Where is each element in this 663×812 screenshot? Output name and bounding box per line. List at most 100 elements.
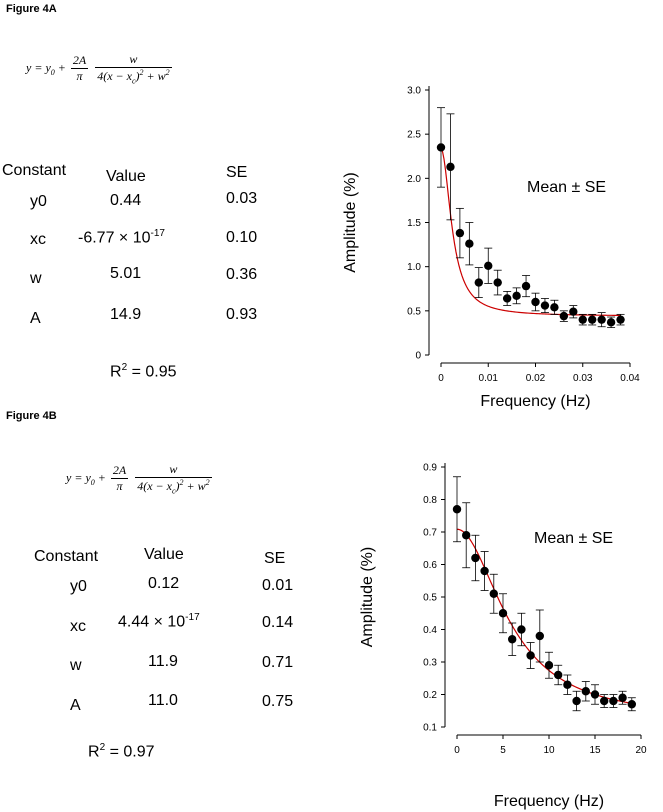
fit-curve: [456, 528, 632, 705]
data-point: [540, 301, 550, 310]
x-tick-label: 5: [500, 745, 506, 756]
table-cell-se: 0.36: [226, 266, 258, 283]
x-tick-label: 15: [589, 745, 601, 756]
data-point: [597, 315, 606, 324]
table-cell-se: 0.71: [262, 654, 294, 671]
x-tick-label: 0.01: [479, 373, 499, 384]
table-cell-constant: A: [70, 697, 81, 714]
data-point: [559, 311, 569, 321]
y-tick-label: 0.5: [423, 593, 437, 604]
data-point: [465, 239, 474, 248]
table-header-constant: Constant: [2, 162, 67, 179]
x-tick-label: 0.02: [526, 373, 546, 384]
table-header-value: Value: [106, 168, 146, 185]
data-point: [588, 315, 597, 324]
y-tick-label: 0.6: [423, 560, 437, 571]
data-point: [554, 670, 563, 680]
data-point: [480, 566, 489, 576]
x-tick-label: 0.03: [573, 373, 593, 384]
data-point: [550, 303, 559, 312]
table-cell-se: 0.10: [226, 229, 258, 246]
data-point: [572, 696, 581, 706]
x-tick-label: 10: [543, 745, 555, 756]
data-point: [521, 281, 531, 291]
data-point: [616, 315, 625, 324]
figure-4a-label: Figure 4A: [6, 3, 57, 15]
legend-annotation: Mean ± SE: [534, 530, 613, 547]
r-squared-b: R2 = 0.97: [88, 742, 155, 761]
data-point: [484, 261, 493, 270]
y-tick-label: 0.8: [423, 495, 437, 506]
x-tick-label: 0: [454, 745, 460, 756]
table-cell-constant: w: [30, 270, 42, 287]
data-point: [535, 631, 544, 641]
figure-4b-label: Figure 4B: [6, 410, 57, 422]
table-cell-value: -6.77 × 10-17: [78, 228, 165, 247]
y-tick-label: 0.7: [423, 528, 437, 539]
data-point: [627, 700, 636, 709]
data-point: [606, 318, 616, 327]
x-axis-label: Frequency (Hz): [494, 793, 604, 810]
data-point: [452, 505, 462, 514]
data-point: [455, 228, 465, 238]
data-point: [489, 589, 498, 598]
data-point: [600, 696, 609, 706]
legend-annotation: Mean ± SE: [527, 179, 606, 196]
y-tick-label: 2.5: [407, 130, 421, 141]
y-tick-label: 0.3: [423, 658, 437, 669]
data-point: [544, 661, 554, 670]
data-point: [502, 294, 512, 303]
r-squared-a: R2 = 0.95: [110, 362, 177, 381]
table-cell-se: 0.01: [262, 577, 294, 594]
data-point: [493, 278, 502, 287]
table-header-constant: Constant: [34, 548, 99, 565]
table-cell-se: 0.75: [262, 693, 294, 710]
table-cell-value: 14.9: [110, 306, 142, 323]
table-cell-value: 0.44: [110, 192, 142, 209]
data-point: [531, 297, 540, 307]
y-tick-label: 0.1: [423, 723, 437, 734]
data-point: [526, 651, 535, 660]
data-point: [508, 635, 517, 644]
y-tick-label: 1.5: [407, 218, 421, 229]
table-header-se: SE: [226, 164, 248, 181]
fit-equation-a: y = y0 + 2A π w 4(x − xc)2 + w2: [26, 52, 172, 86]
y-axis-label: Amplitude (%): [342, 172, 359, 272]
table-cell-constant: w: [70, 657, 82, 674]
table-header-value: Value: [144, 546, 184, 563]
x-tick-label: 0: [438, 373, 444, 384]
data-point: [462, 531, 471, 540]
table-cell-se: 0.03: [226, 190, 258, 207]
y-tick-label: 2.0: [407, 174, 421, 185]
data-point: [569, 307, 578, 316]
data-point: [446, 162, 455, 172]
chart-b: 0.1 0.2 0.3 0.4 0.5 0.6 0.7 0.8 0.9 0 5 10 15 20 Ampli…: [359, 463, 647, 811]
data-point: [498, 609, 508, 618]
data-point: [618, 693, 627, 702]
table-cell-value: 5.01: [110, 265, 142, 282]
table-cell-constant: xc: [70, 618, 86, 635]
data-point: [581, 687, 590, 696]
fit-curve: [440, 148, 621, 317]
table-cell-value: 11.0: [148, 692, 178, 709]
y-tick-label: 0: [415, 351, 421, 362]
table-cell-constant: y0: [30, 193, 47, 210]
table-cell-se: 0.93: [226, 306, 258, 323]
data-point: [578, 315, 587, 324]
table-cell-value: 4.44 × 10-17: [118, 612, 200, 631]
fit-equation-b: y = y0 + 2A π w 4(x − xc)2 + w2: [66, 462, 212, 496]
table-cell-constant: xc: [30, 231, 46, 248]
y-tick-label: 0.5: [407, 306, 421, 317]
data-point: [563, 680, 572, 689]
y-tick-label: 1.0: [407, 262, 421, 273]
table-cell-value: 11.9: [148, 653, 178, 670]
data-point: [436, 143, 446, 152]
table-cell-constant: y0: [70, 578, 87, 595]
y-tick-label: 0.2: [423, 690, 437, 701]
data-point: [517, 625, 526, 634]
table-cell-constant: A: [30, 310, 41, 327]
data-point: [609, 696, 618, 706]
x-tick-label: 0.04: [620, 373, 640, 384]
chart-a: 0 0.5 1.0 1.5 2.0 2.5 3.0 0 0.01 0.02 0.03 0.04 Ampl…: [342, 86, 640, 411]
